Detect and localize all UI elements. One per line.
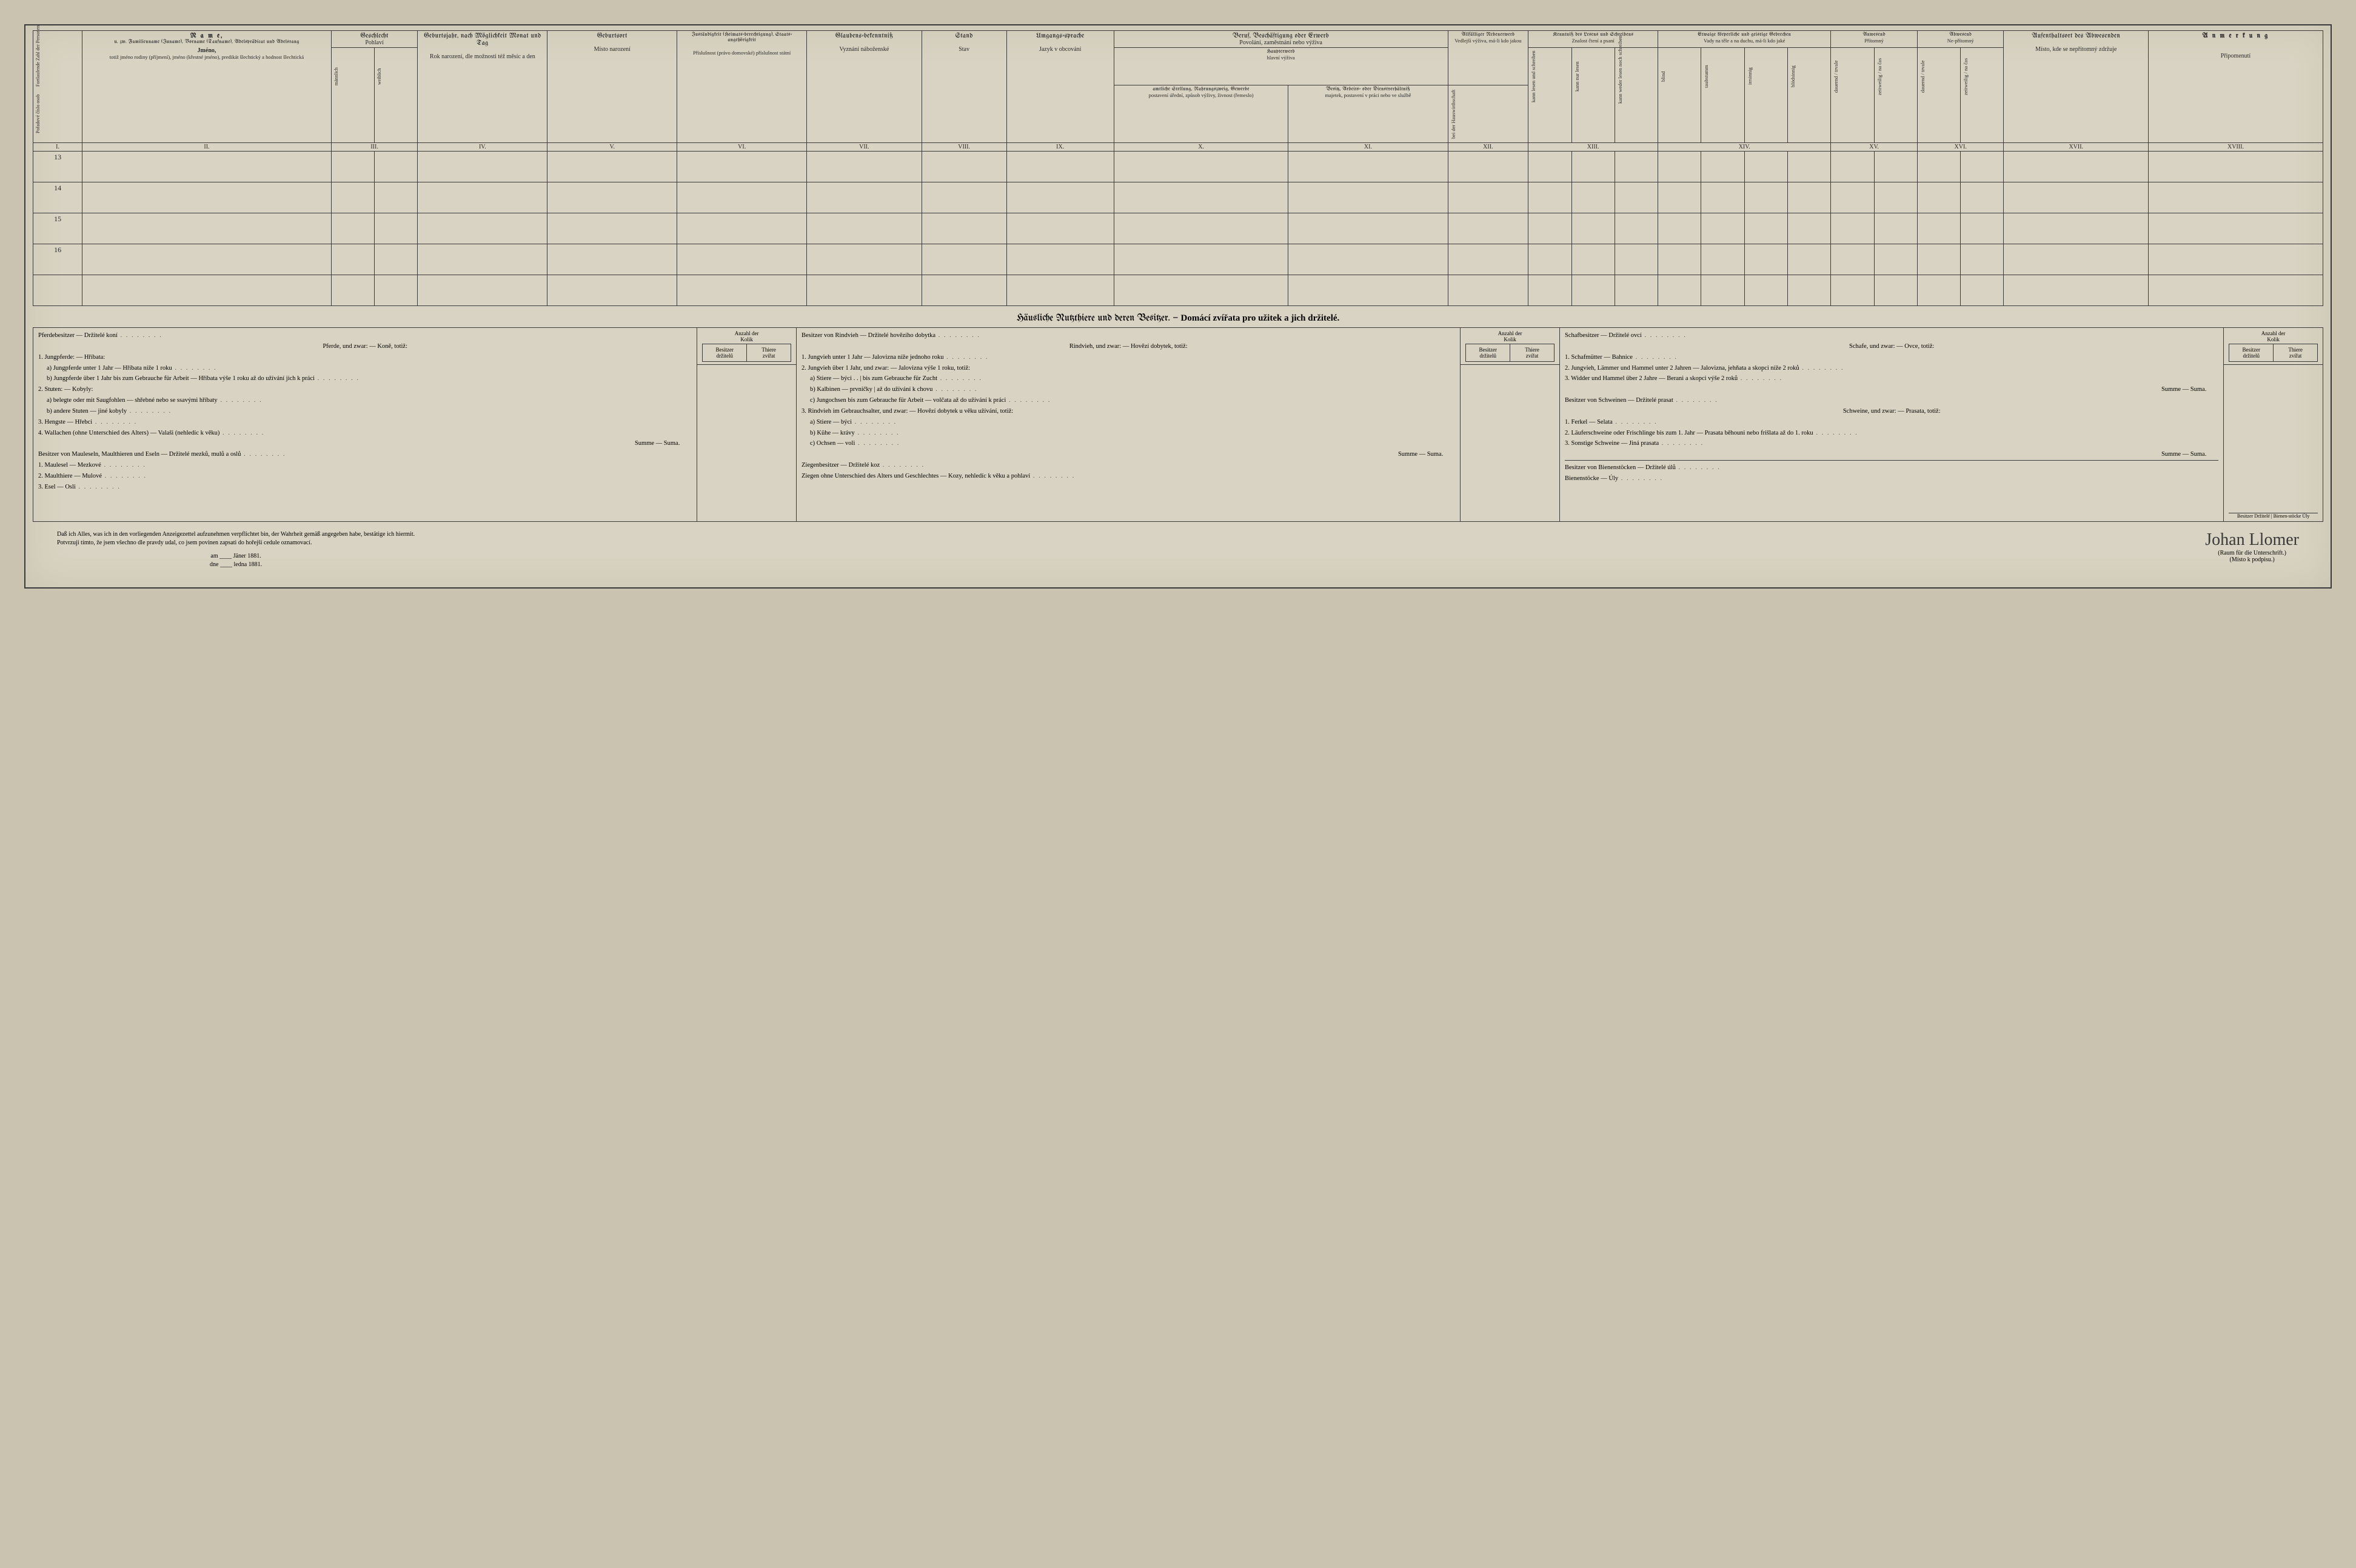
footer: Daß ich Alles, was ich in den vorliegend…	[33, 530, 2323, 569]
count-cells-b	[1461, 365, 1560, 522]
table-row: 14	[33, 182, 2323, 213]
count-cells-a	[697, 365, 797, 522]
census-header-table: Fortlaufende Zahl der PersonenPořadové č…	[33, 30, 2323, 306]
census-page: Fortlaufende Zahl der PersonenPořadové č…	[24, 24, 2332, 589]
table-row	[33, 275, 2323, 306]
table-row: 15	[33, 213, 2323, 244]
livestock-table: Pferdebesitzer — Držitelé koní Pferde, u…	[33, 327, 2323, 522]
count-cells-c: Besitzer Držitelé | Bienen-stöcke Úly	[2224, 365, 2323, 522]
col2-title-de: N a m e,	[84, 32, 329, 39]
roman-numeral-row: I. II. III. IV. V. VI. VII. VIII. IX. X.…	[33, 143, 2323, 152]
livestock-title: Häusliche Nutzthiere und deren Besitzer.…	[33, 313, 2323, 324]
table-row: 13	[33, 152, 2323, 182]
signature: Johan Llomer	[2205, 530, 2299, 550]
table-row: 16	[33, 244, 2323, 275]
col1-header: Fortlaufende Zahl der Personen	[35, 32, 41, 87]
